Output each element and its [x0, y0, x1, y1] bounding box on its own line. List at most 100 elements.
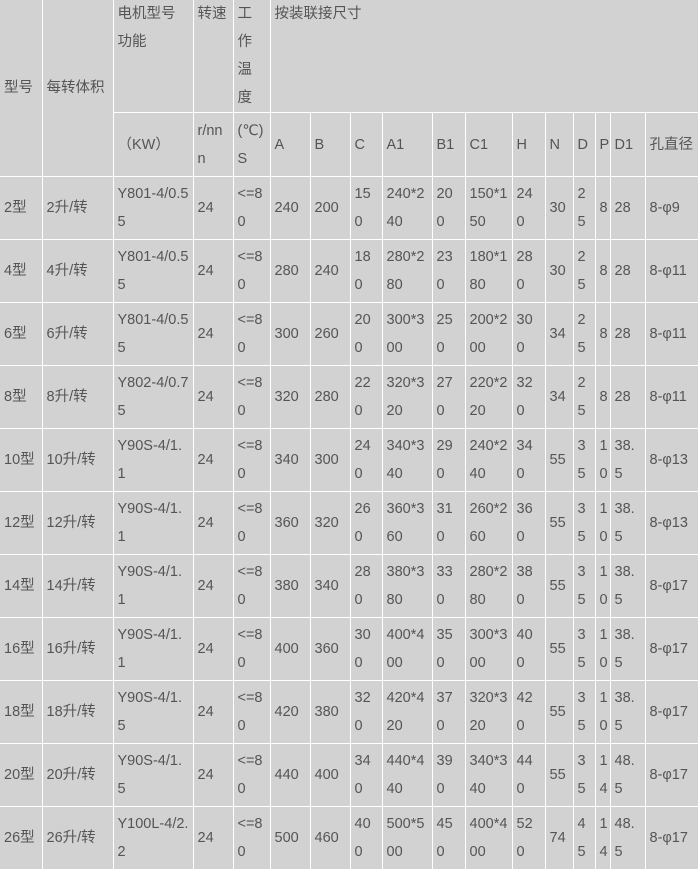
cell-volume-per-rev: 8升/转 [42, 365, 114, 429]
cell-dim-N: 34 [545, 302, 574, 366]
cell-dim-P: 14 [595, 806, 611, 870]
cell-dim-D: 35 [573, 428, 596, 492]
cell-dim-H: 380 [512, 554, 546, 618]
cell-volume-per-rev: 6升/转 [42, 302, 114, 366]
header-motor-power-unit: （KW） [113, 112, 194, 177]
cell-motor: Y801-4/0.55 [113, 176, 194, 240]
cell-dim-C: 400 [350, 806, 383, 870]
cell-speed: 24 [193, 302, 234, 366]
cell-speed: 24 [193, 743, 234, 807]
cell-dim-N: 74 [545, 806, 574, 870]
cell-motor: Y90S-4/1.1 [113, 554, 194, 618]
cell-dim-A: 340 [270, 428, 311, 492]
cell-speed: 24 [193, 806, 234, 870]
cell-dim-A: 380 [270, 554, 311, 618]
cell-temperature: <=80 [233, 176, 271, 240]
cell-dim-C: 300 [350, 617, 383, 681]
table-row: 6型 6升/转 Y801-4/0.55 24 <=80 300 260 200 300*300 2… [0, 302, 698, 366]
cell-dim-A1: 360*360 [382, 491, 433, 555]
cell-model: 6型 [0, 302, 43, 366]
table-body: 2型 2升/转 Y801-4/0.55 24 <=80 240 200 150 240*240 2… [0, 176, 698, 870]
cell-dim-D1: 38.5 [610, 554, 646, 618]
cell-dim-C1: 300*300 [465, 617, 513, 681]
cell-dim-H: 340 [512, 428, 546, 492]
cell-hole-diameter: 8-φ17 [645, 617, 698, 681]
cell-volume-per-rev: 12升/转 [42, 491, 114, 555]
cell-dim-D1: 28 [610, 365, 646, 429]
cell-model: 14型 [0, 554, 43, 618]
cell-temperature: <=80 [233, 806, 271, 870]
cell-dim-B1: 350 [432, 617, 466, 681]
cell-dim-C: 240 [350, 428, 383, 492]
table-row: 26型 26升/转 Y100L-4/2.2 24 <=80 500 460 400 500*50… [0, 806, 698, 870]
cell-dim-A1: 240*240 [382, 176, 433, 240]
cell-dim-A1: 280*280 [382, 239, 433, 303]
cell-model: 10型 [0, 428, 43, 492]
cell-dim-H: 520 [512, 806, 546, 870]
cell-dim-C1: 240*240 [465, 428, 513, 492]
cell-dim-P: 8 [595, 302, 611, 366]
cell-temperature: <=80 [233, 680, 271, 744]
cell-dim-D1: 48.5 [610, 806, 646, 870]
cell-dim-H: 440 [512, 743, 546, 807]
cell-dim-D1: 28 [610, 239, 646, 303]
cell-speed: 24 [193, 428, 234, 492]
cell-dim-A: 420 [270, 680, 311, 744]
cell-dim-B1: 330 [432, 554, 466, 618]
cell-dim-C: 200 [350, 302, 383, 366]
cell-dim-D1: 38.5 [610, 491, 646, 555]
cell-dim-B1: 200 [432, 176, 466, 240]
header-hole-diameter: 孔直径 [645, 112, 698, 177]
cell-dim-B: 320 [310, 491, 351, 555]
cell-hole-diameter: 8-φ11 [645, 239, 698, 303]
cell-dim-A: 400 [270, 617, 311, 681]
cell-dim-N: 30 [545, 239, 574, 303]
cell-dim-B1: 390 [432, 743, 466, 807]
cell-motor: Y90S-4/1.1 [113, 617, 194, 681]
cell-temperature: <=80 [233, 617, 271, 681]
cell-dim-N: 30 [545, 176, 574, 240]
cell-dim-D1: 38.5 [610, 680, 646, 744]
cell-dim-N: 55 [545, 743, 574, 807]
cell-speed: 24 [193, 365, 234, 429]
cell-dim-C: 260 [350, 491, 383, 555]
cell-motor: Y802-4/0.75 [113, 365, 194, 429]
header-temperature-unit: (℃)S [233, 112, 271, 177]
cell-dim-P: 8 [595, 176, 611, 240]
cell-dim-P: 10 [595, 680, 611, 744]
cell-motor: Y90S-4/1.5 [113, 680, 194, 744]
cell-dim-C1: 200*200 [465, 302, 513, 366]
header-motor-model-power: 电机型号功能 [113, 0, 194, 113]
cell-dim-C1: 320*320 [465, 680, 513, 744]
cell-speed: 24 [193, 239, 234, 303]
cell-dim-D: 25 [573, 302, 596, 366]
cell-temperature: <=80 [233, 365, 271, 429]
table-row: 10型 10升/转 Y90S-4/1.1 24 <=80 340 300 240 340*340… [0, 428, 698, 492]
header-dim-P: P [595, 112, 611, 177]
cell-dim-B: 360 [310, 617, 351, 681]
cell-motor: Y801-4/0.55 [113, 239, 194, 303]
cell-hole-diameter: 8-φ17 [645, 554, 698, 618]
cell-hole-diameter: 8-φ13 [645, 491, 698, 555]
cell-hole-diameter: 8-φ13 [645, 428, 698, 492]
cell-dim-A1: 420*420 [382, 680, 433, 744]
cell-dim-P: 10 [595, 554, 611, 618]
cell-dim-C: 150 [350, 176, 383, 240]
cell-hole-diameter: 8-φ17 [645, 743, 698, 807]
cell-dim-B: 200 [310, 176, 351, 240]
cell-dim-B: 260 [310, 302, 351, 366]
table-row: 4型 4升/转 Y801-4/0.55 24 <=80 280 240 180 280*280 2… [0, 239, 698, 303]
cell-dim-C1: 260*260 [465, 491, 513, 555]
header-working-temperature: 工作温度 [233, 0, 271, 113]
cell-dim-H: 240 [512, 176, 546, 240]
cell-model: 8型 [0, 365, 43, 429]
cell-temperature: <=80 [233, 491, 271, 555]
cell-temperature: <=80 [233, 428, 271, 492]
cell-dim-D: 25 [573, 365, 596, 429]
cell-dim-D1: 38.5 [610, 428, 646, 492]
cell-dim-A: 300 [270, 302, 311, 366]
cell-dim-A1: 400*400 [382, 617, 433, 681]
cell-model: 18型 [0, 680, 43, 744]
cell-dim-C1: 150*150 [465, 176, 513, 240]
